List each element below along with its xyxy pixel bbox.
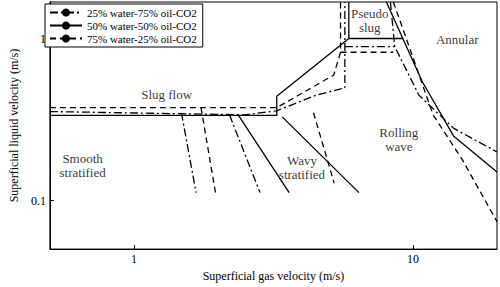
- svg-text:stratified: stratified: [60, 165, 107, 180]
- svg-text:Wavy: Wavy: [287, 153, 317, 168]
- svg-text:50% water-50% oil-CO2: 50% water-50% oil-CO2: [87, 20, 197, 32]
- svg-text:Superficial gas velocity (m/s): Superficial gas velocity (m/s): [203, 269, 345, 283]
- svg-text:75% water-25% oil-CO2: 75% water-25% oil-CO2: [87, 33, 197, 45]
- svg-text:stratified: stratified: [279, 167, 326, 182]
- svg-text:1: 1: [39, 32, 46, 47]
- svg-text:Superficial liquid velocity (m: Superficial liquid velocity (m/s): [7, 49, 21, 203]
- svg-text:wave: wave: [385, 139, 413, 154]
- svg-text:Pseudo: Pseudo: [351, 6, 389, 21]
- svg-text:slug: slug: [359, 20, 381, 35]
- svg-text:Rolling: Rolling: [379, 125, 419, 140]
- svg-text:1: 1: [131, 252, 137, 266]
- svg-text:Slug flow: Slug flow: [141, 87, 193, 102]
- svg-text:10: 10: [407, 252, 419, 266]
- svg-text:0.1: 0.1: [31, 194, 46, 208]
- svg-text:25% water-75% oil-CO2: 25% water-75% oil-CO2: [87, 7, 197, 19]
- svg-text:Smooth: Smooth: [62, 151, 103, 166]
- svg-text:Annular: Annular: [436, 32, 479, 47]
